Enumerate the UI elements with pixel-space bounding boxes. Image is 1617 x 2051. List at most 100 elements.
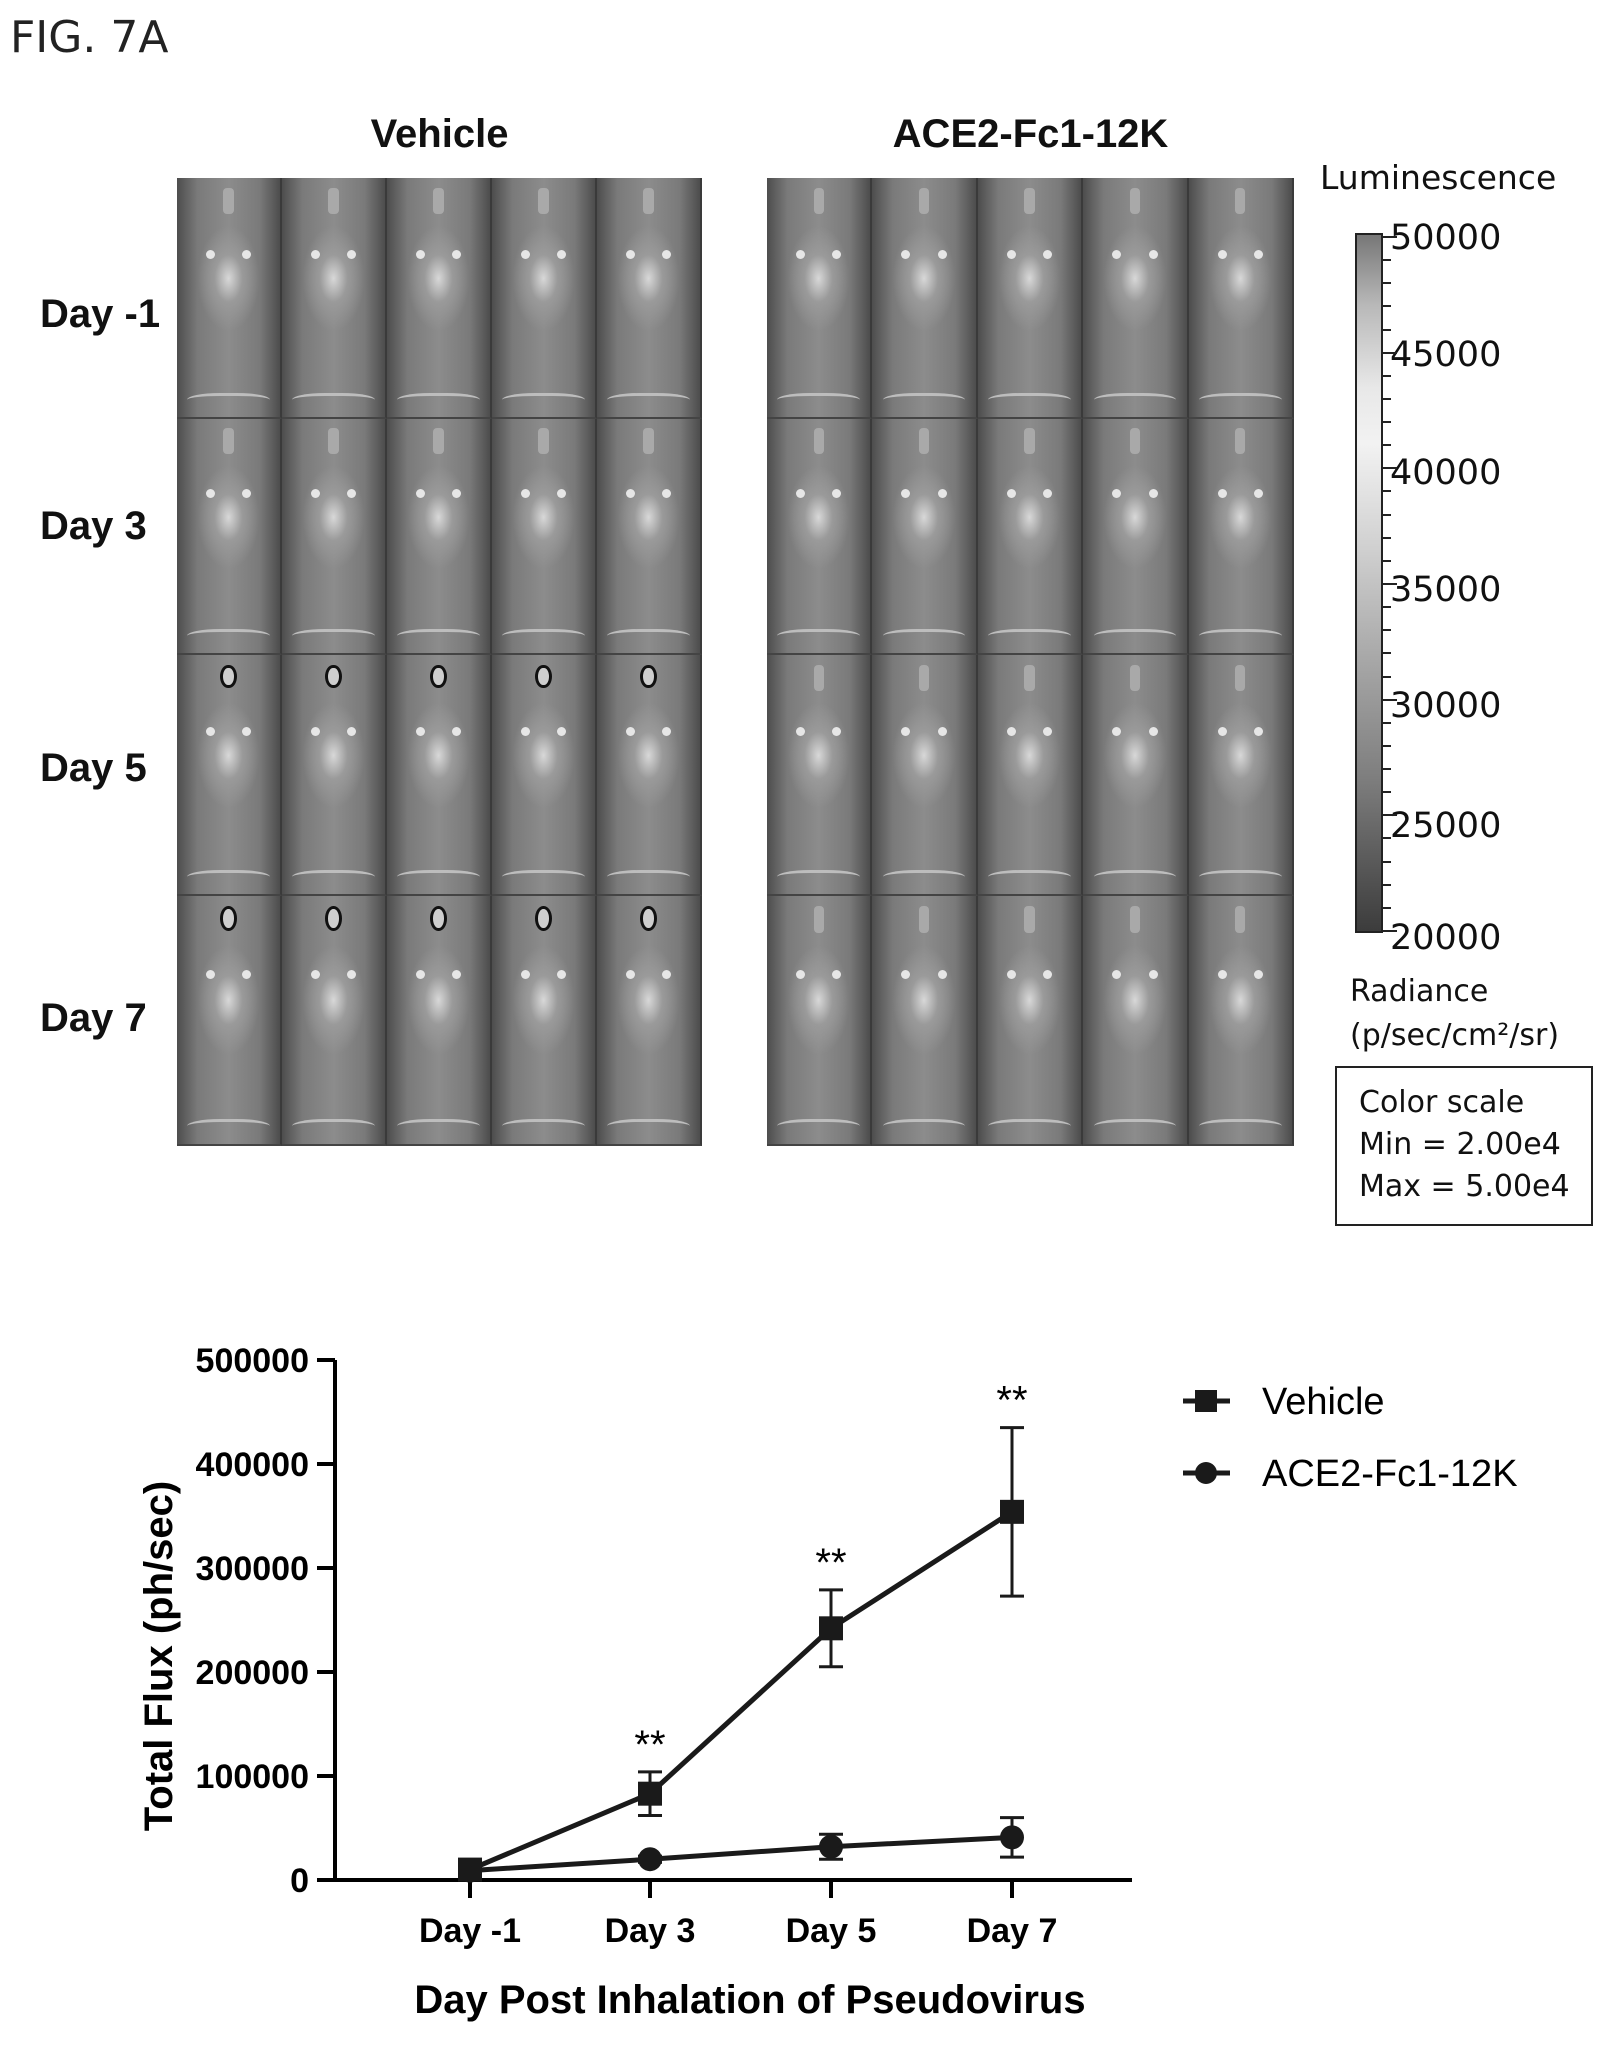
mouse-image	[282, 896, 387, 1146]
mouse-image	[177, 896, 282, 1146]
series-line	[469, 1509, 1014, 1872]
mouse-eye	[1006, 970, 1016, 980]
mouse-nose	[1235, 428, 1246, 455]
data-point-circle	[819, 1834, 843, 1859]
mouse-eye	[901, 970, 911, 980]
mouse-image	[177, 655, 282, 896]
imaging-panel-ace2	[767, 178, 1294, 1146]
mouse-eye	[520, 489, 530, 499]
y-axis-label: Total Flux (ph/sec)	[137, 1481, 181, 1831]
mouse-image	[177, 419, 282, 655]
mouse-nose	[918, 905, 930, 934]
mouse-feet	[187, 392, 270, 410]
mouse-eye	[1148, 726, 1158, 736]
mouse-nose	[643, 187, 654, 214]
mouse-eye	[310, 970, 320, 980]
mouse-feet	[777, 869, 861, 887]
mouse-feet	[882, 869, 966, 887]
mouse-eye	[625, 970, 635, 980]
row-label-day3: Day 3	[40, 504, 147, 548]
mouse-nose	[328, 187, 339, 214]
luminescence-colorbar	[1355, 233, 1383, 933]
x-axis-label: Day Post Inhalation of Pseudovirus	[414, 1978, 1085, 2022]
mouse-feet	[292, 1118, 375, 1137]
color-scale-title: Color scale	[1359, 1085, 1525, 1120]
mouse-eye	[795, 249, 805, 259]
radiance-unit: (p/sec/cm²/sr)	[1350, 1018, 1560, 1053]
mouse-feet	[607, 869, 690, 887]
mouse-image	[597, 896, 702, 1146]
x-tick-label: Day 5	[786, 1912, 877, 1950]
colorbar-tick-mark	[1383, 351, 1397, 354]
x-tick-label: Day 7	[967, 1912, 1058, 1950]
mouse-eye	[242, 726, 252, 736]
y-tick-label: 500000	[196, 1342, 309, 1380]
mouse-image	[177, 178, 282, 419]
mouse-eye	[1112, 726, 1122, 736]
color-scale-min: Min = 2.00e4	[1359, 1127, 1561, 1162]
mouse-eye	[1148, 249, 1158, 259]
data-point-circle	[638, 1847, 662, 1872]
mouse-eye	[1217, 249, 1227, 259]
mouse-eye	[937, 249, 947, 259]
colorbar-tick-35000: 35000	[1390, 570, 1502, 610]
figure-label: FIG. 7A	[10, 12, 169, 63]
luminescence-hotspot	[325, 905, 342, 931]
colorbar-tick-45000: 45000	[1390, 335, 1502, 375]
mouse-nose	[538, 428, 549, 455]
colorbar-tick-20000: 20000	[1390, 918, 1502, 958]
mouse-eye	[347, 970, 357, 980]
colorbar-tick-mark	[1383, 930, 1397, 932]
mouse-eye	[415, 970, 425, 980]
mouse-eye	[901, 726, 911, 736]
mouse-feet	[502, 869, 585, 887]
mouse-eye	[1254, 489, 1264, 499]
mouse-eye	[415, 249, 425, 259]
data-point-circle	[1000, 1825, 1024, 1850]
mouse-feet	[988, 869, 1071, 887]
x-tick-label: Day -1	[419, 1912, 521, 1950]
mouse-feet	[1093, 392, 1177, 410]
colorbar-tick-30000: 30000	[1390, 686, 1502, 726]
mouse-image	[1083, 419, 1189, 655]
colorbar-tick-25000: 25000	[1390, 806, 1502, 846]
y-axis: 0 100000 200000 300000 400000 500000	[196, 1342, 337, 1900]
colorbar-tick-mark	[1383, 236, 1397, 238]
x-tick-label: Day 3	[605, 1912, 696, 1950]
mouse-image	[1188, 178, 1294, 419]
mouse-eye	[1217, 489, 1227, 499]
mouse-feet	[397, 1118, 480, 1137]
mouse-eye	[1112, 970, 1122, 980]
colorbar-tick-mark	[1383, 883, 1391, 886]
mouse-nose	[1129, 187, 1141, 214]
mouse-eye	[1006, 249, 1016, 259]
mouse-image	[977, 419, 1084, 655]
column-title-ace2: ACE2-Fc1-12K	[892, 112, 1169, 156]
mouse-nose	[643, 428, 654, 455]
mouse-image	[1188, 655, 1294, 896]
mouse-feet	[882, 628, 966, 646]
mouse-eye	[832, 726, 842, 736]
luminescence-hotspot	[535, 664, 552, 689]
mouse-nose	[1024, 428, 1035, 455]
mouse-feet	[292, 392, 375, 410]
colorbar-tick-mark	[1383, 768, 1391, 771]
mouse-feet	[1198, 1118, 1282, 1137]
mouse-nose	[1235, 664, 1246, 691]
mouse-image	[492, 655, 597, 896]
mouse-feet	[1198, 628, 1282, 646]
luminescence-hotspot	[640, 905, 657, 931]
mouse-eye	[937, 726, 947, 736]
y-tick-label: 400000	[196, 1446, 309, 1484]
significance-label: **	[634, 1723, 665, 1767]
series-vehicle: ** ** **	[458, 1379, 1028, 1882]
mouse-nose	[1129, 905, 1141, 934]
mouse-eye	[452, 489, 462, 499]
colorbar-tick-mark	[1383, 305, 1391, 308]
mouse-eye	[1043, 249, 1053, 259]
mouse-feet	[607, 1118, 690, 1137]
row-label-day5: Day 5	[40, 746, 147, 790]
mouse-feet	[1093, 628, 1177, 646]
legend-marker-square	[1195, 1390, 1217, 1412]
